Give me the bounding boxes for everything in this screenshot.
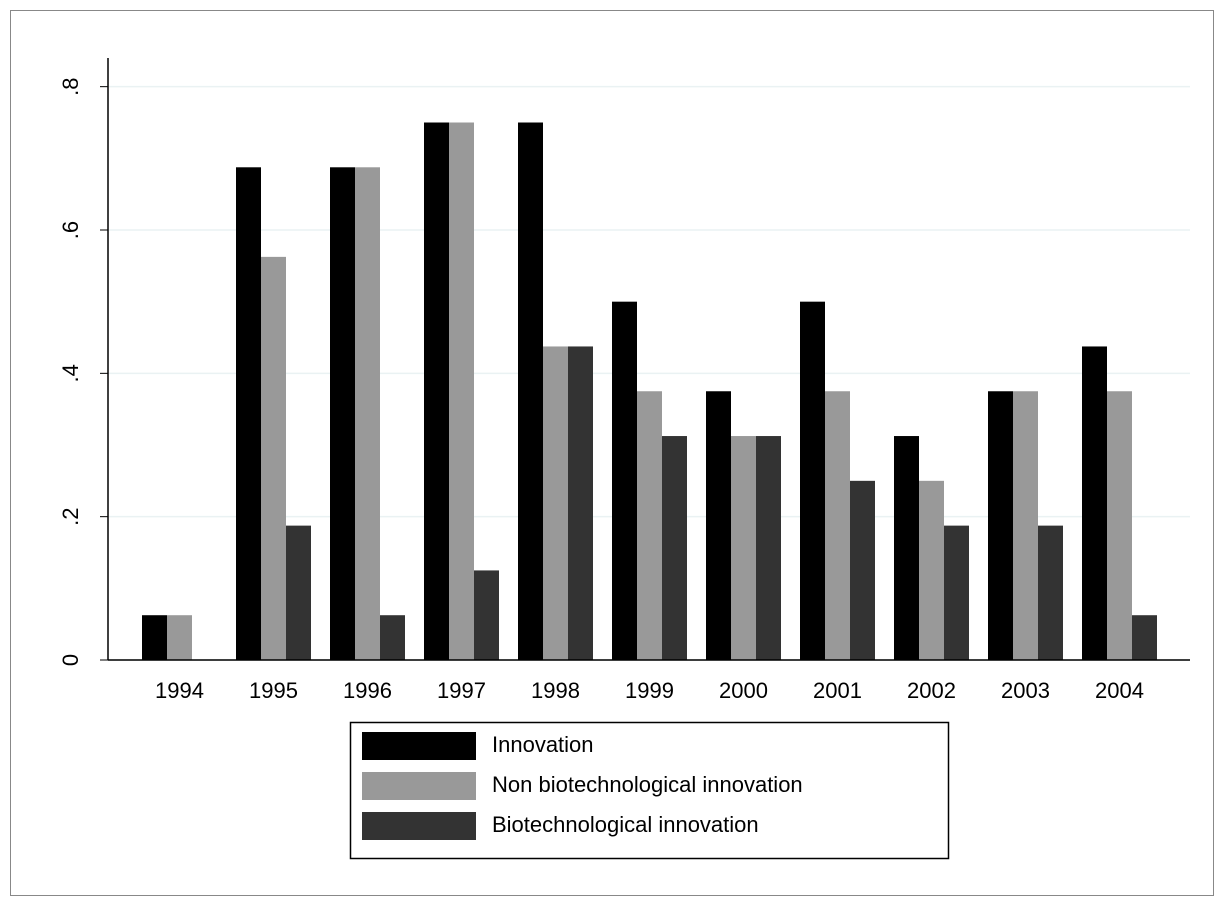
y-tick-label: .2 [58, 507, 83, 525]
bar [1132, 615, 1157, 660]
bar [330, 167, 355, 660]
x-tick-label: 2003 [1001, 678, 1050, 703]
bar [142, 615, 167, 660]
y-tick-label: .8 [58, 77, 83, 95]
bar [756, 436, 781, 660]
bar [474, 570, 499, 660]
x-tick-label: 1996 [343, 678, 392, 703]
bar [919, 480, 944, 660]
x-tick-label: 2002 [907, 678, 956, 703]
bar [1038, 525, 1063, 660]
legend-label: Innovation [492, 732, 594, 757]
bar [706, 391, 731, 660]
bar [944, 525, 969, 660]
legend-swatch [362, 772, 476, 800]
x-tick-label: 2004 [1095, 678, 1144, 703]
bar [236, 167, 261, 660]
bar [1082, 346, 1107, 660]
bar [261, 256, 286, 660]
bar [894, 436, 919, 660]
bar [637, 391, 662, 660]
x-tick-label: 2000 [719, 678, 768, 703]
y-tick-label: .4 [58, 364, 83, 382]
x-tick-label: 2001 [813, 678, 862, 703]
bar [988, 391, 1013, 660]
bar [731, 436, 756, 660]
bar [1107, 391, 1132, 660]
x-tick-label: 1997 [437, 678, 486, 703]
bar [286, 525, 311, 660]
bar [568, 346, 593, 660]
legend-label: Non biotechnological innovation [492, 772, 803, 797]
x-tick-label: 1995 [249, 678, 298, 703]
y-tick-label: 0 [58, 654, 83, 666]
bar [380, 615, 405, 660]
bar [167, 615, 192, 660]
bar [825, 391, 850, 660]
bar [612, 301, 637, 660]
x-tick-label: 1994 [155, 678, 204, 703]
bar [449, 122, 474, 660]
legend-swatch [362, 812, 476, 840]
legend-swatch [362, 732, 476, 760]
x-tick-label: 1998 [531, 678, 580, 703]
bar [424, 122, 449, 660]
legend-label: Biotechnological innovation [492, 812, 759, 837]
bar [518, 122, 543, 660]
bar [662, 436, 687, 660]
bar [1013, 391, 1038, 660]
bar [543, 346, 568, 660]
bar [850, 480, 875, 660]
bar [355, 167, 380, 660]
bar [800, 301, 825, 660]
x-tick-label: 1999 [625, 678, 674, 703]
y-tick-label: .6 [58, 221, 83, 239]
